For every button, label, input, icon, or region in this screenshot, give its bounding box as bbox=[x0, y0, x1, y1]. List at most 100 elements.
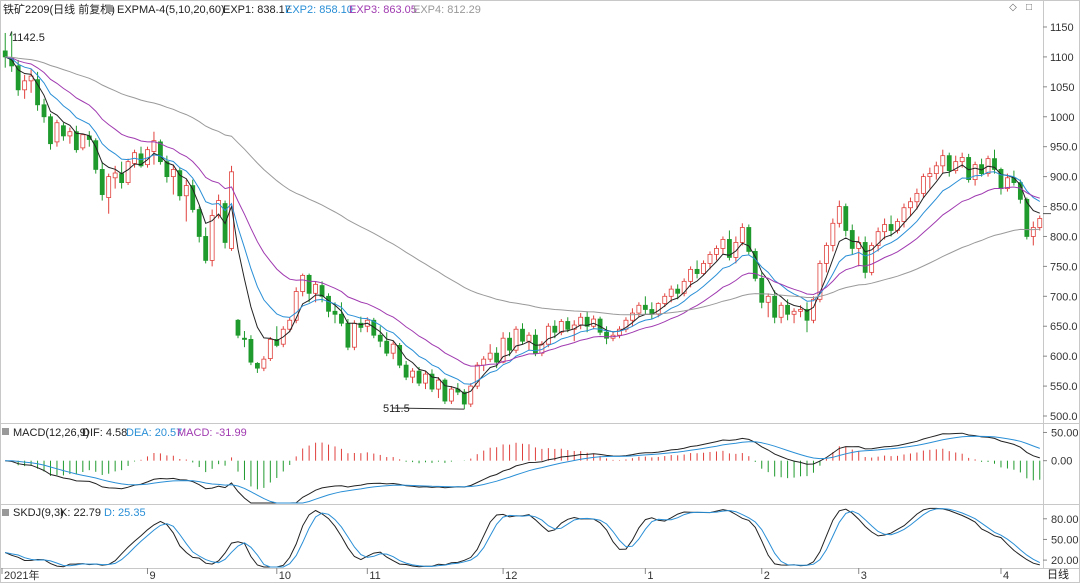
candle bbox=[15, 59, 21, 96]
candle-body bbox=[242, 337, 247, 340]
period-button[interactable]: 日线 bbox=[1047, 567, 1069, 581]
y-tick-label: 750.0 bbox=[1050, 261, 1078, 273]
d-line bbox=[5, 508, 1041, 568]
candle-body bbox=[216, 200, 222, 216]
diamond-icon[interactable]: ◇ bbox=[1009, 2, 1017, 13]
square-icon[interactable]: □ bbox=[1025, 2, 1033, 13]
candle-body bbox=[746, 227, 752, 252]
candle-body bbox=[190, 185, 196, 210]
candle bbox=[397, 342, 403, 369]
candle-body bbox=[946, 155, 952, 172]
candle bbox=[274, 326, 280, 348]
y-tick-label: 950.0 bbox=[1050, 142, 1078, 154]
candle-body bbox=[261, 358, 267, 369]
candle-body bbox=[675, 288, 681, 294]
candle-body bbox=[151, 140, 157, 152]
y-tick-label: 1000 bbox=[1050, 112, 1074, 124]
candle bbox=[61, 122, 66, 141]
skdj-label: SKDJ(9,3) bbox=[13, 507, 64, 519]
candle bbox=[151, 131, 157, 165]
candle bbox=[235, 319, 241, 339]
skdj-panel bbox=[5, 507, 1041, 568]
k-line bbox=[5, 507, 1040, 568]
candle-body bbox=[959, 157, 965, 163]
candle-body bbox=[500, 337, 506, 363]
candle-body bbox=[345, 322, 351, 348]
candle bbox=[675, 284, 681, 300]
candle-body bbox=[267, 339, 273, 359]
candle bbox=[765, 293, 771, 318]
candle bbox=[714, 245, 719, 261]
candle bbox=[351, 320, 357, 351]
candle-body bbox=[552, 325, 558, 333]
candle-body bbox=[752, 251, 758, 279]
candle-body bbox=[882, 224, 887, 233]
candle bbox=[662, 293, 668, 308]
candle bbox=[106, 173, 112, 214]
candle-body bbox=[274, 339, 280, 346]
candle-body bbox=[1005, 177, 1010, 189]
candle bbox=[727, 230, 732, 261]
candle-body bbox=[67, 131, 73, 137]
candle-body bbox=[377, 334, 383, 342]
candle bbox=[429, 369, 435, 393]
candle bbox=[908, 197, 913, 216]
candle bbox=[946, 152, 952, 177]
candle bbox=[500, 332, 506, 364]
candle-body bbox=[992, 158, 997, 170]
candle bbox=[461, 389, 467, 410]
y-tick-label: 0.00 bbox=[1051, 456, 1072, 468]
candle bbox=[733, 236, 739, 264]
candle bbox=[125, 158, 131, 185]
candle-body bbox=[28, 75, 34, 82]
y-tick-label: 1150 bbox=[1050, 22, 1074, 34]
y-tick-label: 650.0 bbox=[1050, 321, 1078, 333]
candle-body bbox=[196, 209, 202, 237]
candle-body bbox=[804, 309, 810, 321]
candle bbox=[707, 251, 713, 270]
candle-body bbox=[604, 331, 609, 339]
low-annotation: 511.5 bbox=[383, 403, 410, 415]
candle-body bbox=[164, 161, 170, 178]
candle-body bbox=[791, 310, 797, 315]
candle-body bbox=[93, 140, 99, 170]
x-tick-label: 9 bbox=[149, 570, 155, 582]
legend-marker-icon bbox=[2, 428, 9, 435]
candle-body bbox=[545, 325, 551, 345]
candle bbox=[416, 366, 422, 387]
candle bbox=[209, 209, 215, 267]
candle-body bbox=[1030, 227, 1036, 237]
y-tick-label: 50.00 bbox=[1051, 534, 1079, 546]
candle-body bbox=[403, 364, 409, 378]
x-tick-label: 10 bbox=[279, 570, 291, 582]
dif-line bbox=[5, 432, 1040, 504]
y-tick-label: 1100 bbox=[1050, 52, 1074, 64]
candle bbox=[384, 332, 390, 357]
candle-body bbox=[823, 245, 829, 264]
candle-body bbox=[888, 224, 894, 231]
candle-body bbox=[248, 339, 254, 363]
candle bbox=[35, 71, 40, 111]
candle-body bbox=[727, 239, 732, 258]
candle bbox=[468, 383, 474, 408]
dea-label: DEA: 20.57 bbox=[126, 427, 182, 439]
candle-body bbox=[54, 122, 60, 143]
candle-body bbox=[811, 298, 816, 321]
candle-body bbox=[474, 364, 480, 387]
expma-label: EXPMA-4(5,10,20,60) bbox=[117, 4, 225, 16]
instrument-title: 铁矿2209(日线 前复权) bbox=[3, 2, 115, 16]
candle bbox=[882, 218, 887, 240]
candle bbox=[423, 371, 428, 390]
candle bbox=[823, 242, 829, 273]
y-tick-label: 800.0 bbox=[1050, 231, 1078, 243]
candle bbox=[940, 149, 946, 174]
candle-body bbox=[487, 352, 493, 360]
candle bbox=[630, 308, 635, 327]
legend-marker-icon bbox=[106, 5, 113, 12]
y-tick-label: 500.0 bbox=[1050, 411, 1078, 423]
candle-body bbox=[183, 185, 189, 197]
candle-body bbox=[73, 131, 79, 151]
